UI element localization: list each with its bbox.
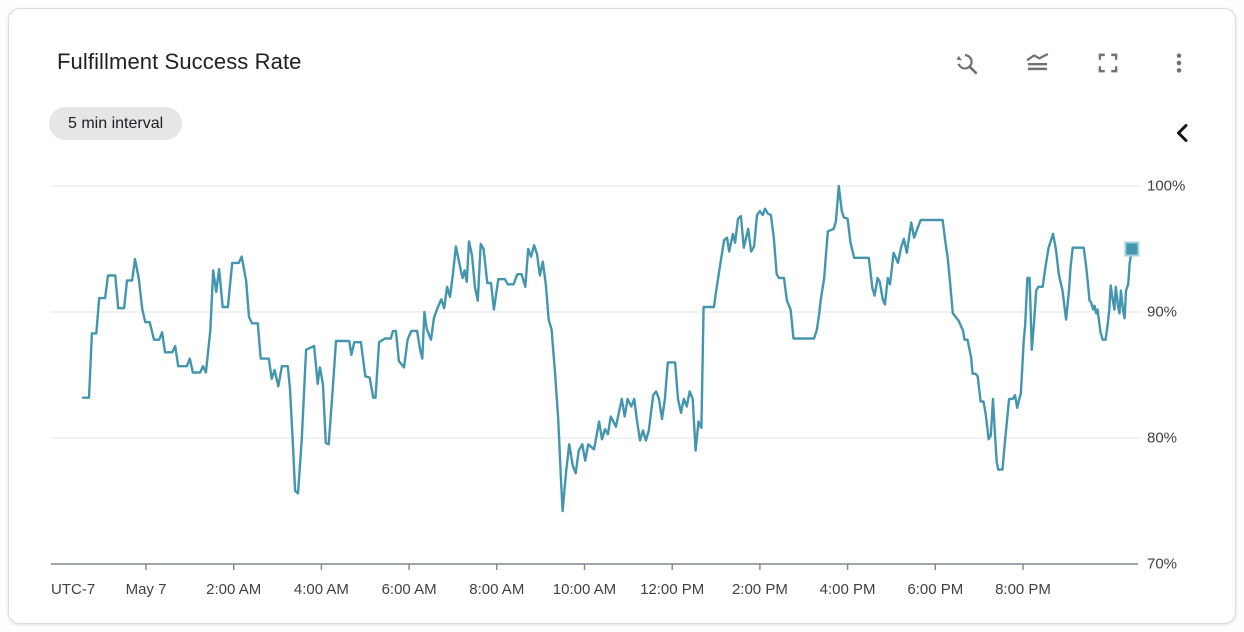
x-axis-label: 2:00 PM xyxy=(731,581,788,598)
more-options-icon xyxy=(1166,50,1192,76)
x-axis-label: May 7 xyxy=(125,581,167,598)
x-axis-label: 4:00 AM xyxy=(293,581,349,598)
interval-chip-label: 5 min interval xyxy=(68,114,164,132)
chart-card: Fulfillment Success Rate xyxy=(8,8,1236,624)
x-axis-label: 8:00 PM xyxy=(995,581,1051,598)
y-axis-label: 90% xyxy=(1147,303,1178,321)
x-axis-label: 10:00 AM xyxy=(552,581,617,598)
fullscreen-icon xyxy=(1095,50,1121,76)
x-axis-label: 6:00 PM xyxy=(907,581,964,598)
chart-options-button[interactable] xyxy=(1017,43,1057,83)
x-axis-timezone-label: UTC-7 xyxy=(51,581,96,598)
chevron-left-icon xyxy=(1172,121,1194,148)
more-options-button[interactable] xyxy=(1159,43,1199,83)
y-axis-label: 80% xyxy=(1147,429,1178,447)
zoom-reset-button[interactable] xyxy=(946,43,986,83)
series-line xyxy=(81,184,1134,513)
zoom-reset-icon xyxy=(953,50,980,77)
y-axis-label: 70% xyxy=(1147,555,1178,573)
fullscreen-button[interactable] xyxy=(1088,43,1128,83)
x-axis-label: 6:00 AM xyxy=(381,581,437,598)
interval-chip: 5 min interval xyxy=(49,107,183,140)
x-axis-label: 12:00 PM xyxy=(640,581,705,598)
chart-title: Fulfillment Success Rate xyxy=(57,49,302,74)
chart-options-icon xyxy=(1024,50,1051,77)
x-axis-label: 2:00 AM xyxy=(206,581,262,598)
chart-toolbar xyxy=(946,43,1199,83)
series-end-marker xyxy=(1124,241,1140,257)
y-axis-label: 100% xyxy=(1147,177,1186,195)
line-chart-plot[interactable] xyxy=(9,9,1237,625)
legend-collapse-button[interactable] xyxy=(1169,120,1197,148)
x-axis-label: 8:00 AM xyxy=(469,581,525,598)
x-axis-label: 4:00 PM xyxy=(819,581,876,598)
